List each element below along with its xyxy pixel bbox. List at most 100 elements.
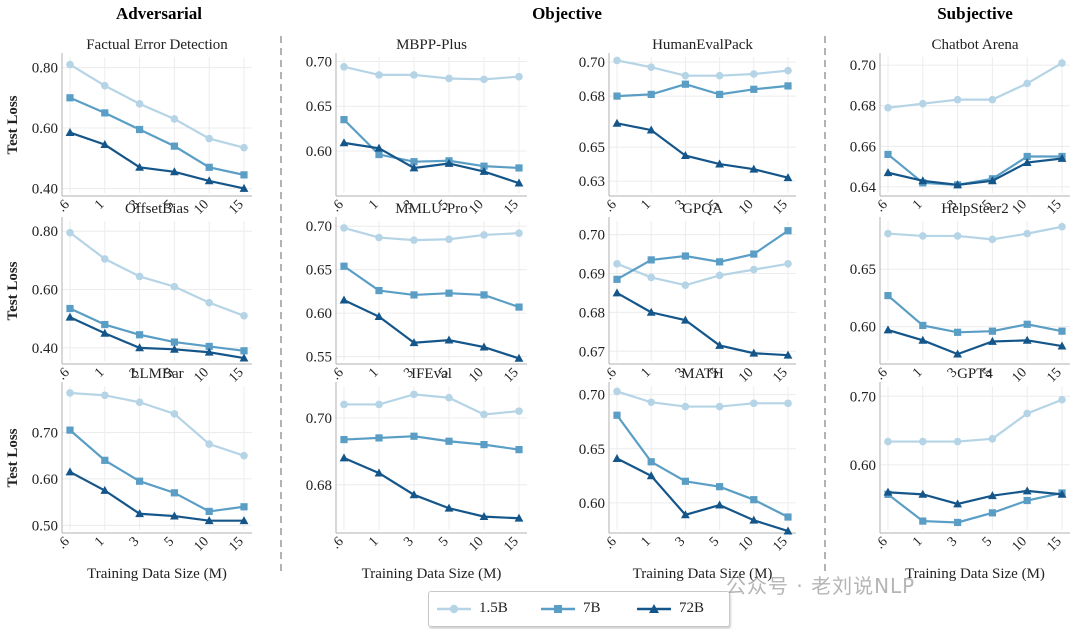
data-point (445, 74, 453, 83)
data-point (480, 162, 488, 170)
data-point (340, 63, 348, 71)
x-tick-label: 15 (226, 197, 247, 218)
subplot-title: GPT4 (957, 366, 993, 382)
data-point (1022, 335, 1032, 344)
data-point (1023, 79, 1031, 88)
data-point (750, 496, 758, 504)
data-point (340, 435, 348, 444)
series-line-72B (343, 456, 520, 520)
data-point (239, 516, 249, 525)
data-point (205, 134, 213, 143)
subplot-title: MATH (681, 366, 724, 382)
legend-label: 72B (679, 600, 705, 616)
watermark: 公众号 · 老刘说NLP (726, 574, 916, 598)
subplot-title: HumanEvalPack (652, 37, 753, 53)
data-point (612, 453, 622, 462)
group-title-subjective: Subjective (937, 4, 1013, 23)
data-point (715, 71, 724, 80)
y-tick-label: 0.69 (579, 267, 605, 283)
subplot-title: MMLU-Pro (395, 201, 468, 217)
x-axis-label: Training Data Size (M) (362, 566, 502, 582)
data-point (784, 66, 792, 75)
data-point (515, 446, 523, 454)
data-point (715, 340, 724, 349)
x-tick-label: .6 (602, 197, 620, 215)
group-title-adversarial: Adversarial (116, 4, 202, 23)
x-tick-label: 3 (945, 534, 961, 550)
series-line-72B (343, 141, 520, 185)
y-tick-label: 0.40 (32, 181, 58, 197)
data-point (681, 281, 690, 289)
series-line-7B (887, 153, 1062, 186)
data-point (1023, 496, 1031, 505)
data-point (681, 252, 689, 260)
data-point (1023, 152, 1031, 161)
series-line-1.5B (69, 391, 245, 457)
legend-marker-square (541, 604, 575, 613)
data-point (1023, 409, 1031, 418)
series-line-7B (343, 265, 520, 309)
data-point (205, 507, 213, 516)
subplot-ifeval: IFEval 0.70 0.68 .6 1 3 5 10 15 Training Data Siz… (306, 366, 527, 582)
data-point (339, 453, 349, 462)
data-point (375, 71, 383, 79)
series-line-1.5B (344, 393, 520, 416)
series-line-72B (887, 489, 1063, 506)
data-point (919, 321, 927, 330)
data-point (988, 435, 997, 443)
data-point (339, 138, 349, 147)
series-line-1.5B (616, 59, 789, 77)
x-tick-label: 15 (226, 534, 247, 555)
data-point (410, 236, 418, 244)
data-point (101, 320, 109, 329)
data-point (988, 176, 997, 185)
x-tick-label: 3 (673, 534, 689, 550)
x-tick-label: 5 (980, 534, 996, 550)
data-point (954, 328, 962, 336)
data-point (515, 229, 523, 237)
x-tick-label: 10 (736, 197, 757, 218)
x-tick-label: .6 (873, 534, 891, 552)
data-point (375, 286, 383, 295)
series-line-7B (616, 229, 789, 281)
x-tick-label: 10 (466, 365, 487, 386)
series-line-1.5B (616, 262, 789, 287)
x-tick-label: 10 (466, 534, 487, 555)
x-tick-label: 15 (1044, 197, 1065, 218)
y-tick-label: 0.70 (850, 389, 876, 405)
data-point (66, 426, 74, 434)
y-tick-label: 0.60 (579, 496, 605, 512)
y-tick-label: 0.70 (306, 219, 332, 235)
data-point (918, 489, 928, 498)
data-point (66, 389, 74, 397)
data-point (953, 349, 962, 358)
data-point (410, 390, 418, 399)
data-point (783, 350, 793, 359)
series-line-1.5B (888, 398, 1063, 443)
y-tick-label: 0.68 (579, 89, 605, 105)
data-point (1058, 395, 1066, 404)
x-axis-label: Training Data Size (M) (87, 566, 227, 582)
data-point (101, 109, 109, 117)
data-point (480, 231, 488, 239)
data-point (135, 398, 144, 407)
data-point (953, 95, 962, 104)
y-tick-label: 0.70 (579, 228, 605, 244)
data-point (681, 151, 690, 159)
series-line-7B (343, 435, 520, 451)
x-tick-label: .6 (55, 534, 73, 552)
y-tick-label: 0.64 (850, 180, 877, 196)
data-point (715, 500, 724, 509)
data-point (784, 259, 792, 268)
data-point (170, 344, 179, 353)
series-line-7B (69, 307, 245, 352)
x-tick-label: 3 (401, 534, 417, 550)
series-line-72B (887, 328, 1063, 356)
x-tick-label: 10 (192, 534, 213, 555)
data-point (918, 176, 928, 185)
data-point (100, 328, 110, 337)
x-tick-label: 5 (436, 534, 452, 550)
legend-item-1-5b: 1.5B (435, 600, 508, 617)
